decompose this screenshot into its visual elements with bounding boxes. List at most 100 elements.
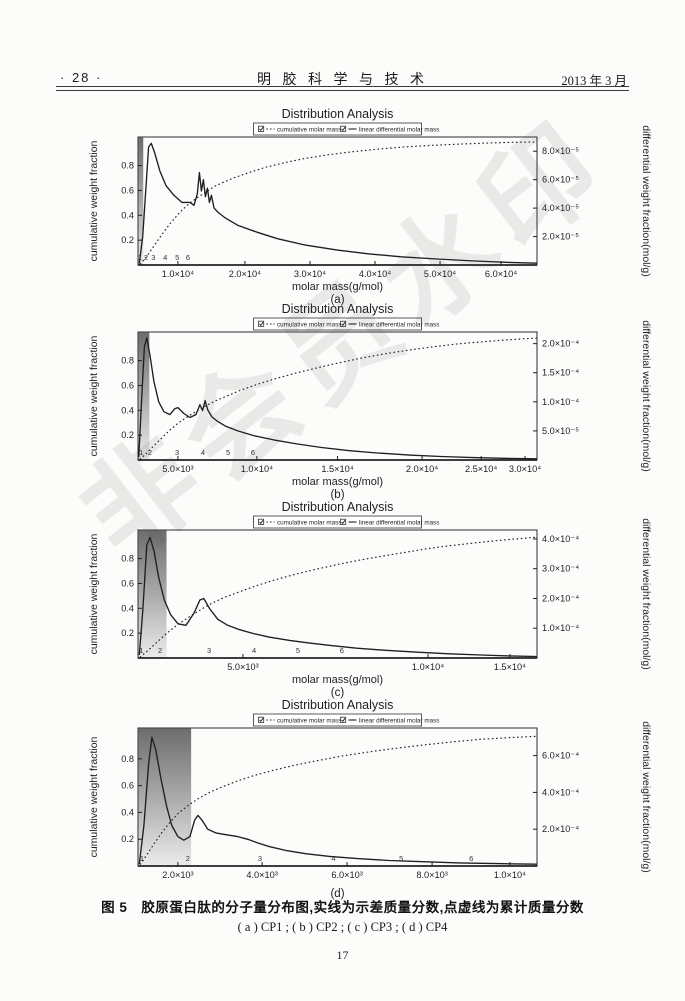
peak-marker-label: 5 xyxy=(399,854,403,863)
right-axis-ticks: 1.0×10⁻⁴ 2.0×10⁻⁴ 3.0×10⁻⁴ 4.0×10⁻⁴ xyxy=(533,534,579,633)
x-tick-label: 1.5×10⁴ xyxy=(321,464,353,474)
x-axis-ticks: 5.0×10³ 1.0×10⁴ 1.5×10⁴ xyxy=(227,654,526,672)
right-axis-ticks: 2.0×10⁻⁵ 4.0×10⁻⁵ 6.0×10⁻⁵ 8.0×10⁻⁵ xyxy=(533,146,579,242)
peak-markers: 1 2 3 4 5 6 xyxy=(140,854,473,863)
x-axis-title: molar mass(g/mol) xyxy=(292,674,383,686)
legend-label: linear differential molar mass xyxy=(359,717,439,724)
x-tick-label: 2.0×10⁴ xyxy=(406,464,438,474)
legend-checkbox-icon xyxy=(340,125,347,132)
x-tick-label: 1.5×10⁴ xyxy=(494,662,526,672)
curve-differential xyxy=(138,142,538,264)
peak-marker-label: 3 xyxy=(175,448,179,457)
legend-checkbox-icon xyxy=(258,518,265,525)
x-axis-ticks: 1.0×10⁴ 2.0×10⁴ 3.0×10⁴ 4.0×10⁴ 5.0×10⁴ 6.0×1… xyxy=(162,261,517,279)
peak-marker-label: 3 xyxy=(258,854,262,863)
x-tick-label: 6.0×10³ xyxy=(331,870,362,880)
legend-checkbox-icon xyxy=(340,716,347,723)
chart-title: Distribution Analysis xyxy=(282,302,394,316)
page-number: 17 xyxy=(336,948,349,962)
header-issue-date: 2013 年 3 月 xyxy=(561,74,627,88)
legend-label: cumulative molar mass xyxy=(277,126,341,133)
plot-frame xyxy=(137,136,538,266)
right-tick-label: 2.0×10⁻⁴ xyxy=(542,339,579,349)
plot-frame xyxy=(137,727,538,867)
right-tick-label: 2.0×10⁻⁴ xyxy=(542,824,579,834)
x-tick-label: 3.0×10⁴ xyxy=(509,464,541,474)
left-tick-label: 0.8 xyxy=(121,356,134,366)
x-tick-label: 3.0×10⁴ xyxy=(294,269,326,279)
x-tick-label: 6.0×10⁴ xyxy=(485,269,517,279)
peak-marker-label: 4 xyxy=(201,448,205,457)
check-icon xyxy=(341,321,346,326)
peak-marker-label: 1 xyxy=(139,646,143,655)
x-axis-ticks: 5.0×10³ 1.0×10⁴ 1.5×10⁴ 2.0×10⁴ 2.5×10⁴ 3.0×1… xyxy=(162,456,541,474)
right-axis-ticks: 2.0×10⁻⁴ 4.0×10⁻⁴ 6.0×10⁻⁴ xyxy=(533,751,579,834)
right-tick-label: 1.0×10⁻⁴ xyxy=(542,623,579,633)
right-tick-label: 1.5×10⁻⁴ xyxy=(542,368,579,378)
left-tick-label: 0.2 xyxy=(121,430,134,440)
header-page-number: · 28 · xyxy=(60,70,103,85)
right-tick-label: 6.0×10⁻⁴ xyxy=(542,751,579,761)
right-tick-label: 1.0×10⁻⁴ xyxy=(542,397,579,407)
y-axis-title-right: differential weight fraction(mol/g) xyxy=(640,721,652,873)
right-tick-label: 2.0×10⁻⁴ xyxy=(542,593,579,603)
right-tick-label: 6.0×10⁻⁵ xyxy=(542,175,579,185)
x-tick-label: 2.5×10⁴ xyxy=(465,464,497,474)
x-tick-label: 4.0×10³ xyxy=(246,870,277,880)
peak-marker-label: 6 xyxy=(251,448,255,457)
peak-markers: 1 2 3 4 5 6 xyxy=(139,646,344,655)
left-tick-label: 0.6 xyxy=(121,185,134,195)
curve-differential xyxy=(138,536,538,658)
curve-cumulative xyxy=(139,337,538,460)
left-tick-label: 0.4 xyxy=(121,807,134,817)
x-tick-label: 1.0×10⁴ xyxy=(412,662,444,672)
chart-title: Distribution Analysis xyxy=(282,698,394,712)
left-tick-label: 0.4 xyxy=(121,210,134,220)
curve-differential xyxy=(138,736,538,865)
check-icon xyxy=(259,321,264,326)
legend-label: linear differential molar mass xyxy=(359,126,439,133)
peak-marker-label: 1 xyxy=(140,854,144,863)
x-tick-label: 1.0×10⁴ xyxy=(241,464,273,474)
left-tick-label: 0.2 xyxy=(121,628,134,638)
legend: cumulative molar mass linear differential… xyxy=(253,713,439,727)
peak-marker-label: 6 xyxy=(340,646,344,655)
left-tick-label: 0.2 xyxy=(121,834,134,844)
peak-marker-label: 4 xyxy=(163,253,167,262)
legend: cumulative molar mass linear differential… xyxy=(253,515,439,529)
x-tick-label: 2.0×10³ xyxy=(162,870,193,880)
y-axis-title-right: differential weight fraction(mol/g) xyxy=(640,125,652,277)
peak-marker-label: 3 xyxy=(207,646,211,655)
left-axis-ticks: 0.2 0.4 0.6 0.8 xyxy=(121,554,142,638)
low-mass-gradient-band xyxy=(138,332,150,460)
y-axis-title-left: cumulative weight fraction xyxy=(88,533,100,654)
legend-checkbox-icon xyxy=(258,716,265,723)
legend-label: linear differential molar mass xyxy=(359,321,439,328)
left-tick-label: 0.6 xyxy=(121,781,134,791)
x-tick-label: 1.0×10⁴ xyxy=(494,870,526,880)
subplot-letter: (c) xyxy=(331,687,345,699)
check-icon xyxy=(259,717,264,722)
right-tick-label: 4.0×10⁻⁴ xyxy=(542,787,579,797)
check-icon xyxy=(341,717,346,722)
curve-cumulative xyxy=(139,141,538,265)
right-tick-label: 8.0×10⁻⁵ xyxy=(542,146,579,156)
peak-marker-label: 1 xyxy=(139,448,143,457)
legend: cumulative molar mass linear differential… xyxy=(253,317,439,331)
y-axis-title-left: cumulative weight fraction xyxy=(88,335,100,456)
peak-marker-label: 6 xyxy=(186,253,190,262)
peak-marker-label: 2 xyxy=(186,854,190,863)
peak-marker-label: 2 xyxy=(158,646,162,655)
right-axis-ticks: 5.0×10⁻⁵ 1.0×10⁻⁴ 1.5×10⁻⁴ 2.0×10⁻⁴ xyxy=(533,339,579,436)
legend-checkbox-icon xyxy=(340,320,347,327)
left-axis-ticks: 0.2 0.4 0.6 0.8 xyxy=(121,754,142,844)
x-axis-title: molar mass(g/mol) xyxy=(292,476,383,488)
x-tick-label: 8.0×10³ xyxy=(416,870,447,880)
left-tick-label: 0.6 xyxy=(121,380,134,390)
y-axis-title-right: differential weight fraction(mol/g) xyxy=(640,320,652,472)
legend-checkbox-icon xyxy=(340,518,347,525)
